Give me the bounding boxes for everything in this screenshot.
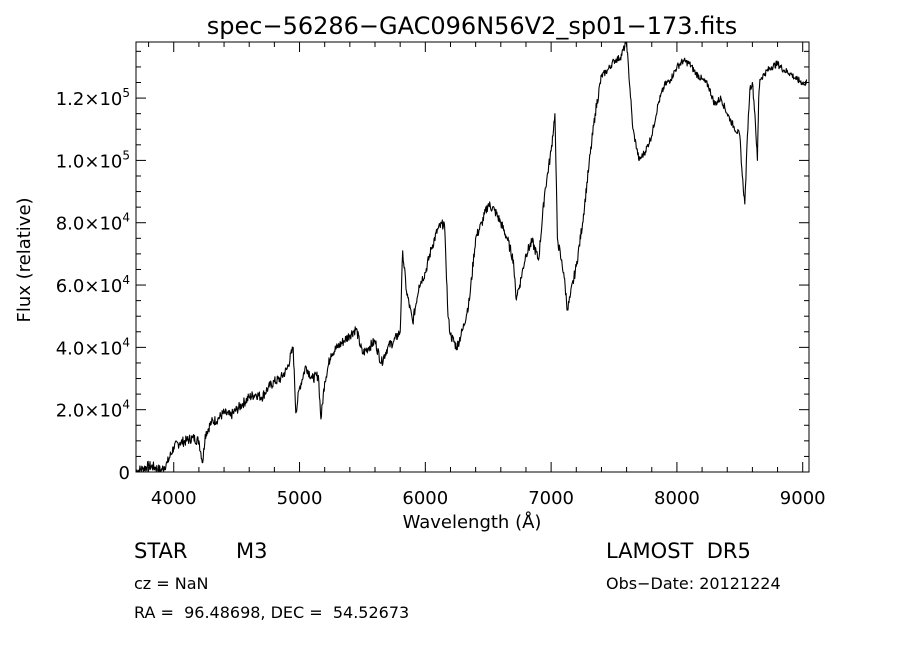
- x-tick-labels: 4000 5000 6000 7000 8000 9000: [151, 488, 826, 509]
- obs-date-label: Obs−Date: 20121224: [606, 574, 781, 593]
- y-tick-label: 8.0×104: [56, 211, 130, 235]
- survey-label: LAMOST DR5: [606, 539, 751, 563]
- x-tick-label: 4000: [151, 488, 197, 509]
- y-tick-label: 1.0×105: [56, 148, 130, 172]
- x-tick-label: 7000: [528, 488, 574, 509]
- y-tick-labels: 0 2.0×104 4.0×104 6.0×104 8.0×104 1.0×105 1.2×…: [56, 86, 130, 484]
- x-tick-label: 5000: [277, 488, 323, 509]
- chart-title: spec−56286−GAC096N56V2_sp01−173.fits: [207, 12, 737, 40]
- y-tick-label: 4.0×104: [56, 335, 130, 359]
- star-class: STAR: [134, 539, 188, 563]
- x-tick-label: 6000: [402, 488, 448, 509]
- x-tick-label: 8000: [654, 488, 700, 509]
- redshift-label: cz = NaN: [134, 574, 209, 593]
- coordinates-label: RA = 96.48698, DEC = 54.52673: [134, 603, 410, 622]
- star-subclass: M3: [236, 539, 268, 563]
- y-tick-label: 0: [119, 463, 130, 484]
- y-tick-label: 6.0×104: [56, 273, 130, 297]
- plot-frame: [135, 41, 810, 473]
- axis-ticks: [136, 42, 809, 473]
- y-tick-label: 2.0×104: [56, 398, 130, 422]
- x-axis-label: Wavelength (Å): [403, 511, 542, 533]
- x-tick-label: 9000: [780, 488, 826, 509]
- y-tick-label: 1.2×105: [56, 86, 130, 110]
- spectrum-line: [135, 41, 808, 473]
- y-axis-label: Flux (relative): [14, 197, 35, 322]
